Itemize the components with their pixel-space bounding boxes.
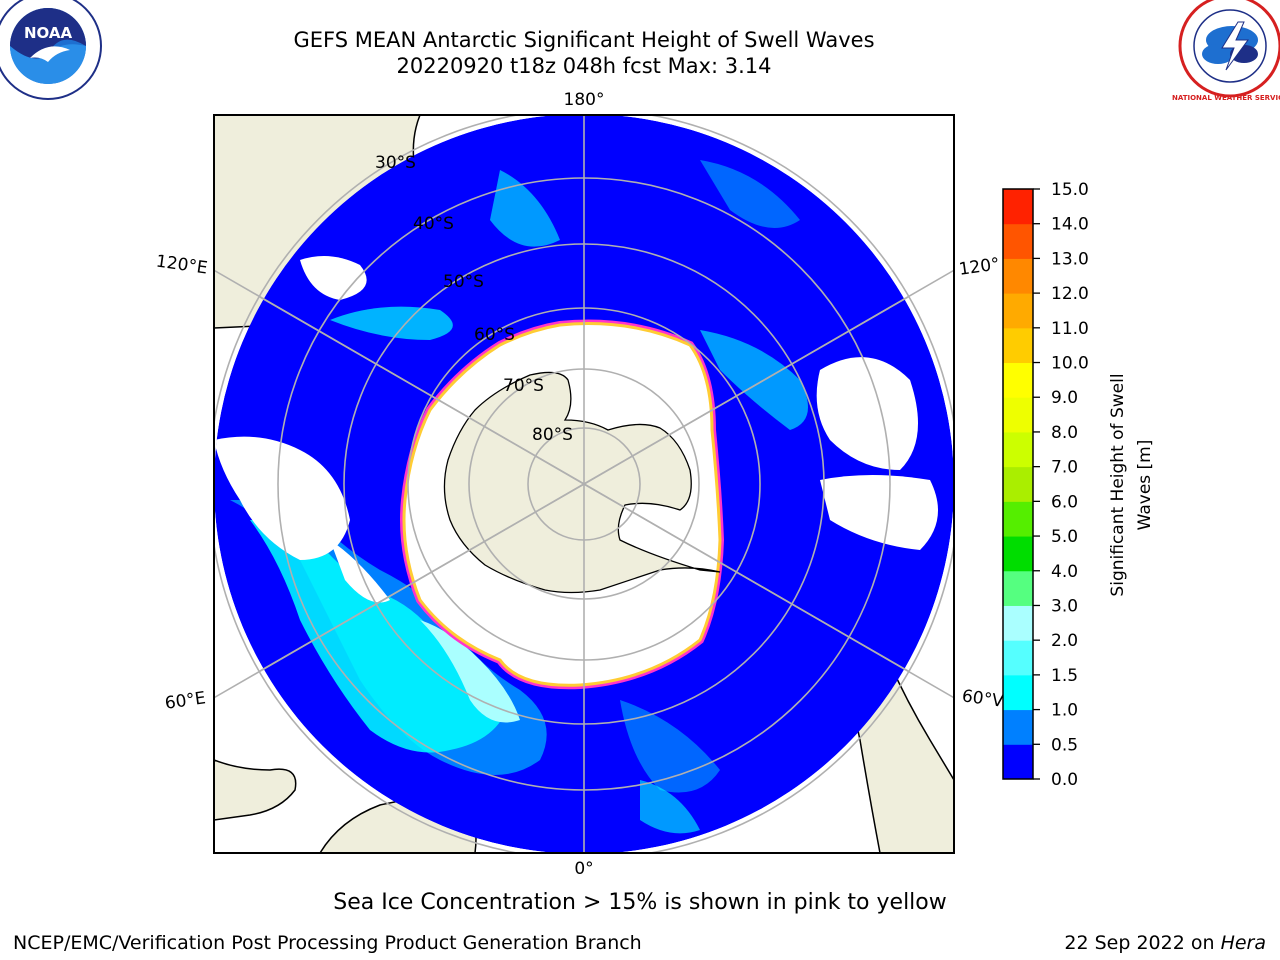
colorbar-cell: [1003, 397, 1033, 433]
colorbar-cell: [1003, 258, 1033, 294]
colorbar-cell: [1003, 189, 1033, 225]
colorbar-tick-label: 8.0: [1051, 423, 1078, 443]
colorbar-tick-label: 12.0: [1051, 284, 1089, 304]
lon-label-0: 0°: [574, 859, 593, 879]
colorbar-cell: [1003, 223, 1033, 259]
nws-logo-text: NATIONAL WEATHER SERVICE: [1172, 94, 1280, 102]
lon-label-120e: 120°E: [155, 252, 209, 279]
lon-label-60e: 60°E: [164, 688, 207, 713]
colorbar-tick-label: 11.0: [1051, 319, 1089, 339]
lat-label-70s: 70°S: [503, 376, 544, 396]
lon-label-120w: 120°: [958, 254, 1001, 280]
colorbar-cell: [1003, 744, 1033, 780]
colorbar-tick-label: 3.0: [1051, 596, 1078, 616]
lat-label-60s: 60°S: [474, 325, 515, 345]
lon-label-60w: 60°V: [961, 686, 1006, 712]
colorbar-tick-label: 1.5: [1051, 666, 1078, 686]
colorbar-label-line1: Significant Height of Swell: [1108, 373, 1128, 596]
colorbar-cell: [1003, 640, 1033, 676]
colorbar-cell: [1003, 293, 1033, 329]
date-text: 22 Sep 2022 on: [1064, 932, 1221, 954]
colorbar-tick-label: 9.0: [1051, 388, 1078, 408]
lat-label-80s: 80°S: [532, 425, 573, 445]
colorbar-tick-label: 5.0: [1051, 527, 1078, 547]
colorbar-cells: [1003, 189, 1033, 780]
colorbar-cell: [1003, 327, 1033, 364]
colorbar-tick-label: 1.0: [1051, 701, 1078, 721]
colorbar-frame: [1002, 188, 1034, 780]
date-line: 22 Sep 2022 on Hera: [1064, 932, 1266, 954]
chart-title: GEFS MEAN Antarctic Significant Height o…: [293, 28, 875, 52]
colorbar-tick-label: 10.0: [1051, 354, 1089, 374]
colorbar-tick-label: 0.5: [1051, 735, 1078, 755]
colorbar-tick-label: 13.0: [1051, 249, 1089, 269]
colorbar-cell: [1003, 674, 1033, 711]
colorbar-cell: [1003, 501, 1033, 537]
credit-line: NCEP/EMC/Verification Post Processing Pr…: [13, 932, 642, 954]
lon-label-180: 180°: [564, 90, 605, 110]
colorbar-cell: [1003, 466, 1033, 502]
colorbar-ticks: 15.0 14.0 13.0 12.0 11.0 10.0 9.0 8.0 7.0 6.0 5.0 4…: [1033, 180, 1089, 790]
polar-map: 30°S 40°S 50°S 60°S 70°S 80°S: [214, 115, 954, 853]
noaa-logo: NOAA: [0, 0, 102, 100]
colorbar: 15.0 14.0 13.0 12.0 11.0 10.0 9.0 8.0 7.0 6.0 5.0 4…: [1002, 180, 1155, 790]
graticule: [214, 115, 954, 853]
chart-subtitle: 20220920 t18z 048h fcst Max: 3.14: [396, 54, 772, 78]
colorbar-tick-label: 4.0: [1051, 562, 1078, 582]
colorbar-tick-label: 7.0: [1051, 458, 1078, 478]
colorbar-tick-label: 0.0: [1051, 770, 1078, 790]
latitude-labels: 30°S 40°S 50°S 60°S 70°S 80°S: [375, 153, 573, 445]
colorbar-cell: [1003, 709, 1033, 745]
lat-label-50s: 50°S: [443, 272, 484, 292]
colorbar-tick-label: 14.0: [1051, 215, 1089, 235]
noaa-logo-text: NOAA: [24, 24, 73, 42]
sea-ice-note: Sea Ice Concentration > 15% is shown in …: [333, 890, 947, 915]
colorbar-label-line2: Waves [m]: [1135, 440, 1155, 531]
colorbar-cell: [1003, 536, 1033, 572]
colorbar-tick-label: 2.0: [1051, 631, 1078, 651]
lat-label-30s: 30°S: [375, 153, 416, 173]
colorbar-cell: [1003, 362, 1033, 398]
machine-name: Hera: [1220, 932, 1266, 954]
map-frame: [213, 114, 955, 854]
colorbar-cell: [1003, 431, 1033, 468]
colorbar-tick-label: 6.0: [1051, 492, 1078, 512]
colorbar-cell: [1003, 605, 1033, 641]
colorbar-cell: [1003, 570, 1033, 606]
national-weather-service-logo: NATIONAL WEATHER SERVICE: [1172, 0, 1280, 102]
lat-label-40s: 40°S: [413, 214, 454, 234]
colorbar-tick-label: 15.0: [1051, 180, 1089, 200]
